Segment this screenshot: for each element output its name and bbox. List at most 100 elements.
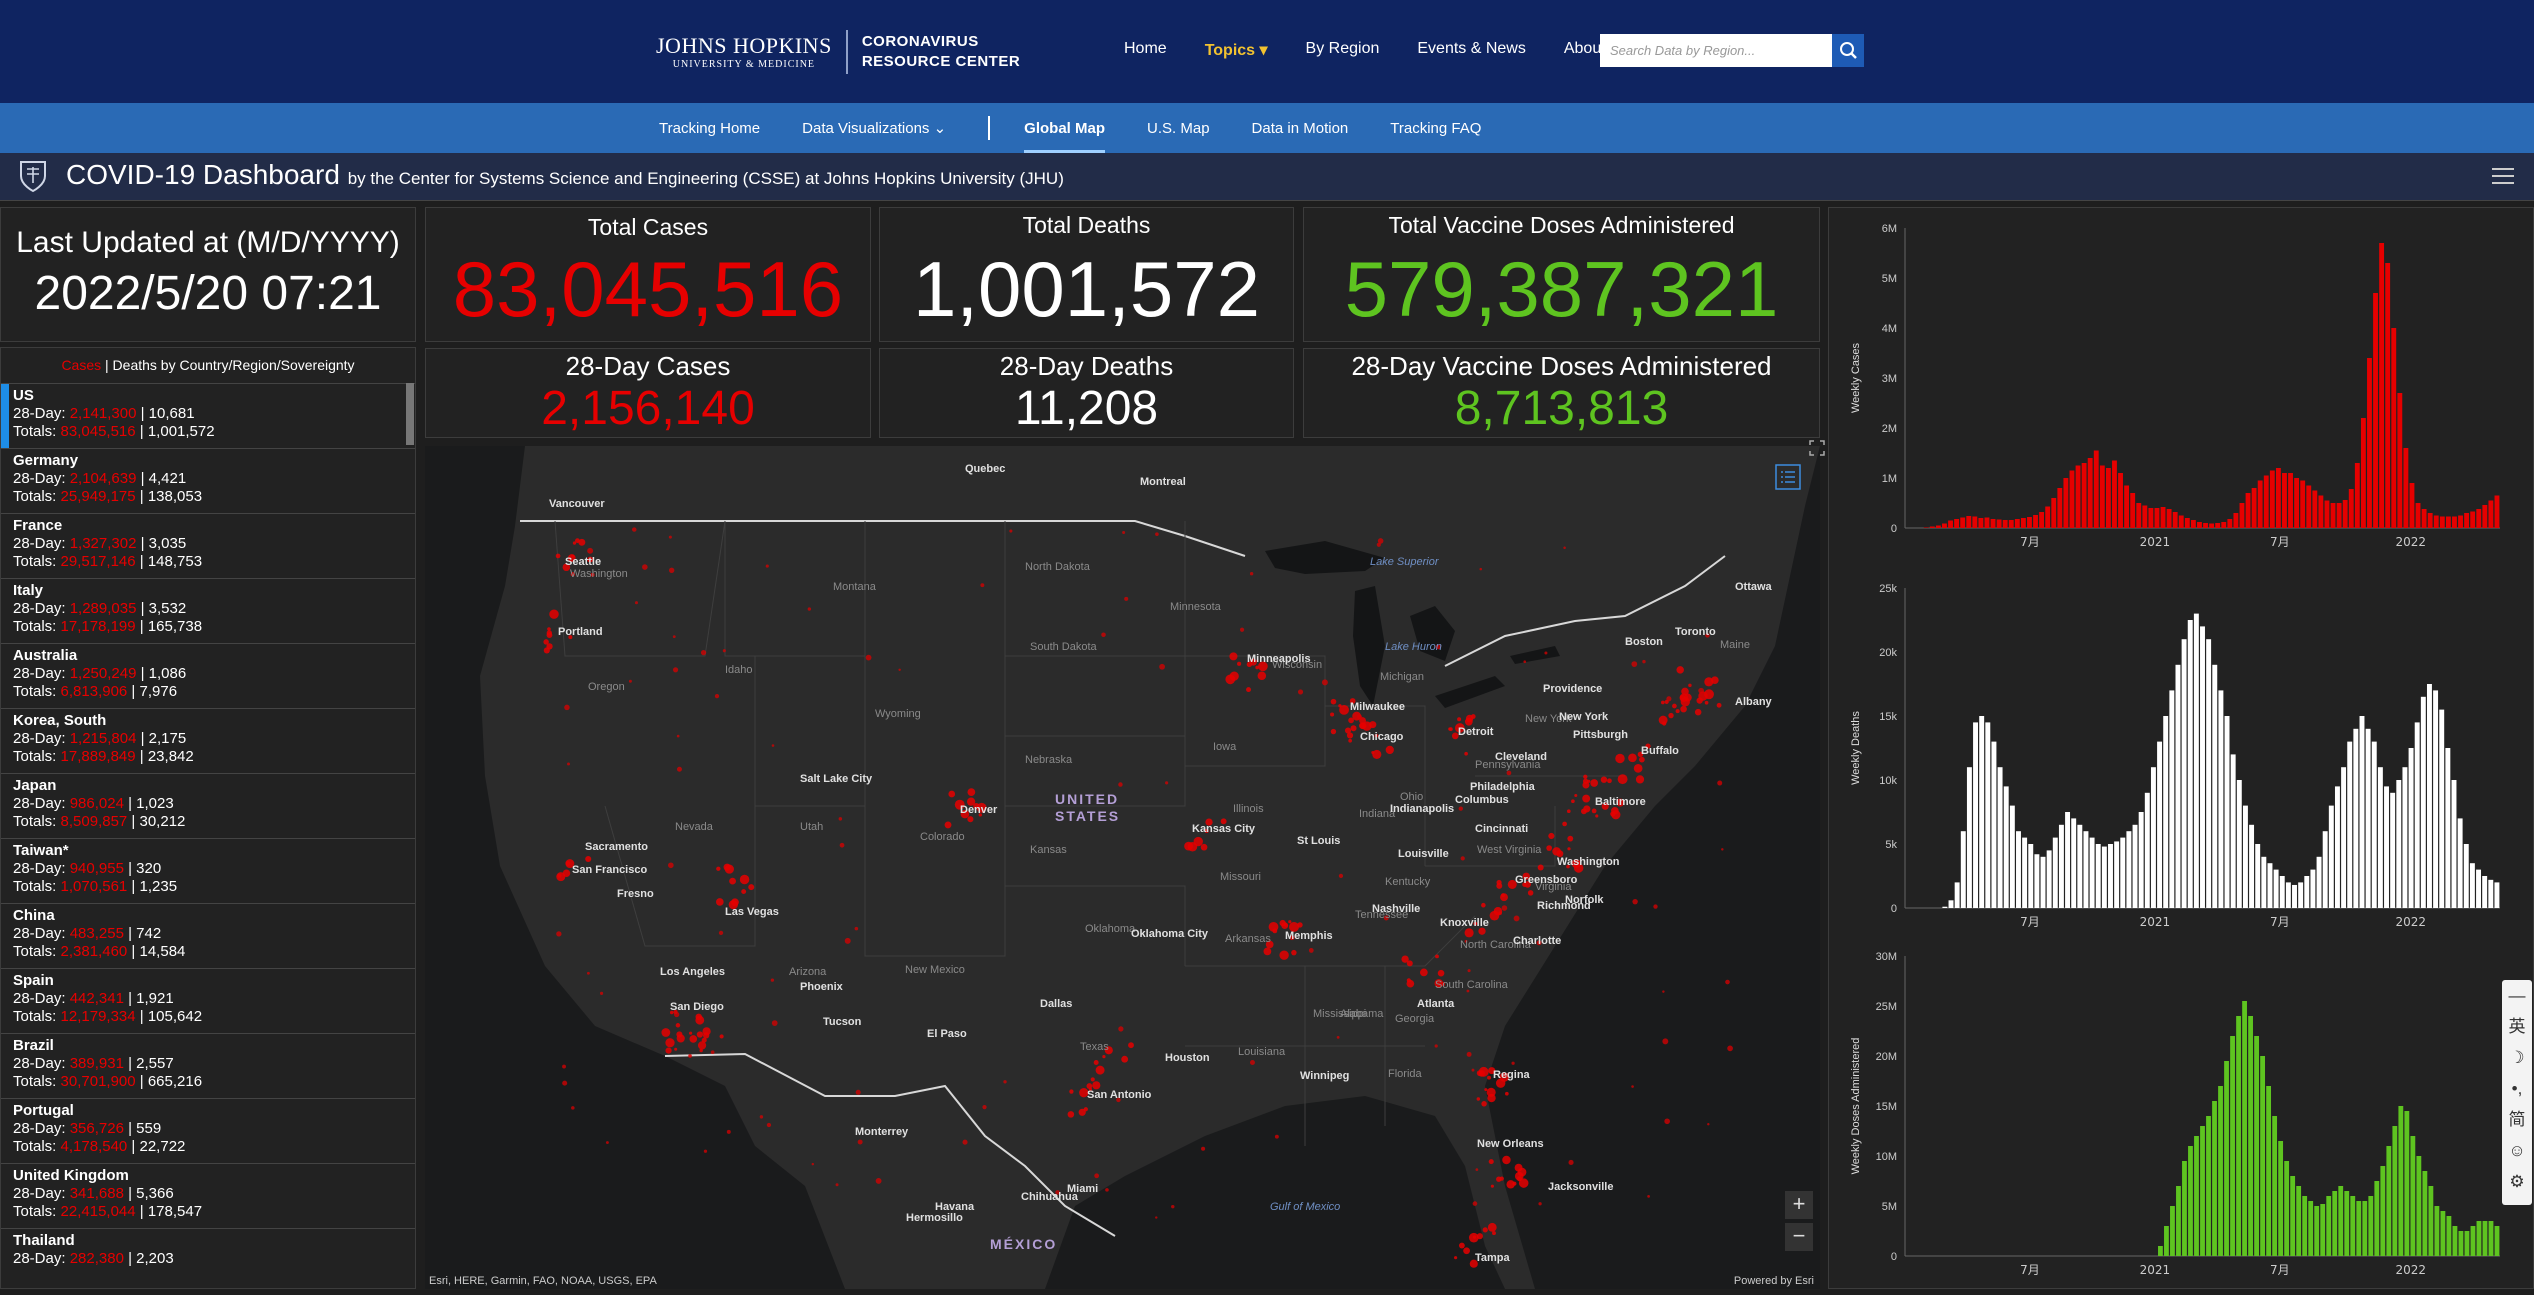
- chart-bar[interactable]: [2193, 613, 2199, 908]
- case-marker[interactable]: [1502, 1155, 1511, 1165]
- chart-bar[interactable]: [1960, 831, 1966, 908]
- case-marker[interactable]: [1583, 774, 1588, 779]
- case-marker[interactable]: [568, 635, 573, 640]
- case-marker[interactable]: [1458, 806, 1463, 811]
- chart-bar[interactable]: [2261, 856, 2267, 908]
- chart-bar[interactable]: [2045, 506, 2051, 529]
- case-marker[interactable]: [676, 766, 682, 772]
- case-marker[interactable]: [1229, 652, 1238, 661]
- fullscreen-icon[interactable]: [1809, 440, 1825, 456]
- case-marker[interactable]: [1460, 856, 1465, 861]
- list-item[interactable]: US 28-Day: 2,141,300 | 10,681 Totals: 83,0…: [1, 384, 415, 449]
- case-marker[interactable]: [570, 572, 575, 577]
- case-marker[interactable]: [1523, 660, 1527, 664]
- case-marker[interactable]: [1067, 1111, 1075, 1118]
- case-marker[interactable]: [1632, 898, 1638, 905]
- case-marker[interactable]: [1350, 725, 1357, 732]
- case-marker[interactable]: [1522, 882, 1527, 887]
- ime-punctuation-icon[interactable]: •,: [2511, 1079, 2523, 1098]
- case-marker[interactable]: [770, 978, 775, 982]
- chart-bar[interactable]: [1996, 519, 2002, 529]
- case-marker[interactable]: [1372, 749, 1382, 759]
- case-marker[interactable]: [1330, 712, 1335, 717]
- case-marker[interactable]: [1680, 705, 1687, 713]
- case-marker[interactable]: [668, 862, 674, 869]
- case-marker[interactable]: [556, 872, 566, 882]
- case-marker[interactable]: [1349, 698, 1356, 704]
- chart-bar[interactable]: [2402, 767, 2408, 908]
- case-marker[interactable]: [1595, 814, 1599, 818]
- case-marker[interactable]: [1159, 663, 1165, 670]
- chart-bar[interactable]: [2341, 767, 2347, 908]
- case-marker[interactable]: [1552, 847, 1561, 856]
- case-marker[interactable]: [741, 889, 747, 895]
- case-marker[interactable]: [1249, 572, 1254, 576]
- case-marker[interactable]: [605, 1141, 609, 1145]
- case-marker[interactable]: [1220, 818, 1227, 825]
- case-marker[interactable]: [875, 1177, 882, 1184]
- case-marker[interactable]: [714, 693, 720, 699]
- case-marker[interactable]: [1469, 1259, 1478, 1268]
- ime-simplified-icon[interactable]: 简: [2508, 1110, 2526, 1129]
- chart-bar[interactable]: [2071, 818, 2077, 908]
- case-marker[interactable]: [1055, 1190, 1060, 1195]
- chart-bar[interactable]: [2494, 495, 2500, 529]
- chart-bar[interactable]: [2292, 884, 2297, 908]
- case-marker[interactable]: [1155, 1216, 1158, 1219]
- chart-bar[interactable]: [2166, 509, 2172, 528]
- chart-bar[interactable]: [2224, 716, 2230, 908]
- case-marker[interactable]: [1478, 1070, 1485, 1077]
- chart-bar[interactable]: [2433, 690, 2439, 908]
- case-marker[interactable]: [669, 567, 675, 573]
- case-marker[interactable]: [1582, 778, 1589, 784]
- case-marker[interactable]: [556, 931, 562, 937]
- case-marker[interactable]: [1121, 1055, 1129, 1063]
- chart-bar[interactable]: [2324, 500, 2330, 529]
- chart-bar[interactable]: [2142, 505, 2148, 529]
- nav-by-region[interactable]: By Region: [1305, 40, 1380, 57]
- chart-bar[interactable]: [2318, 495, 2324, 529]
- chart-bar[interactable]: [2058, 824, 2064, 908]
- chart-bar[interactable]: [2488, 1221, 2494, 1256]
- case-marker[interactable]: [1566, 864, 1570, 869]
- chart-bar[interactable]: [2203, 523, 2208, 528]
- chart-bar[interactable]: [2353, 728, 2359, 908]
- case-marker[interactable]: [572, 541, 577, 545]
- case-marker[interactable]: [1348, 717, 1354, 724]
- case-marker[interactable]: [567, 762, 570, 766]
- case-marker[interactable]: [838, 817, 843, 821]
- case-marker[interactable]: [1616, 798, 1625, 807]
- chart-bar[interactable]: [1942, 906, 1948, 908]
- case-marker[interactable]: [1681, 687, 1689, 696]
- chart-bar[interactable]: [2158, 1246, 2163, 1256]
- chart-bar[interactable]: [1948, 520, 1953, 529]
- case-marker[interactable]: [765, 564, 769, 568]
- case-marker[interactable]: [1078, 1108, 1086, 1116]
- chart-bar[interactable]: [2398, 1106, 2404, 1256]
- case-marker[interactable]: [1518, 1178, 1529, 1188]
- chart-bar[interactable]: [1984, 517, 1990, 529]
- chart-bar[interactable]: [2469, 863, 2475, 908]
- chart-bar[interactable]: [2176, 1186, 2181, 1256]
- case-marker[interactable]: [1571, 799, 1575, 804]
- chart-bar[interactable]: [2392, 1126, 2398, 1256]
- chart-bar[interactable]: [2242, 805, 2248, 908]
- chart-bar[interactable]: [2296, 1186, 2302, 1256]
- chart-bar[interactable]: [2354, 463, 2360, 528]
- chart-bar[interactable]: [2342, 500, 2348, 528]
- chart-bar[interactable]: [2227, 519, 2233, 528]
- chart-bar[interactable]: [2063, 478, 2069, 528]
- case-marker[interactable]: [1513, 915, 1520, 922]
- case-marker[interactable]: [688, 1054, 692, 1058]
- chart-bar[interactable]: [2308, 1201, 2314, 1256]
- list-item[interactable]: Italy 28-Day: 1,289,035 | 3,532 Totals: 17…: [1, 579, 415, 644]
- case-marker[interactable]: [722, 649, 726, 653]
- chart-bar[interactable]: [1997, 767, 2003, 908]
- ime-settings-icon[interactable]: ⚙: [2509, 1172, 2525, 1191]
- case-marker[interactable]: [1717, 780, 1723, 786]
- case-marker[interactable]: [1086, 1083, 1093, 1089]
- chart-bar[interactable]: [2362, 1201, 2368, 1256]
- chart-bar[interactable]: [2242, 1001, 2247, 1256]
- case-marker[interactable]: [855, 1089, 861, 1095]
- chart-bar[interactable]: [2410, 1136, 2416, 1256]
